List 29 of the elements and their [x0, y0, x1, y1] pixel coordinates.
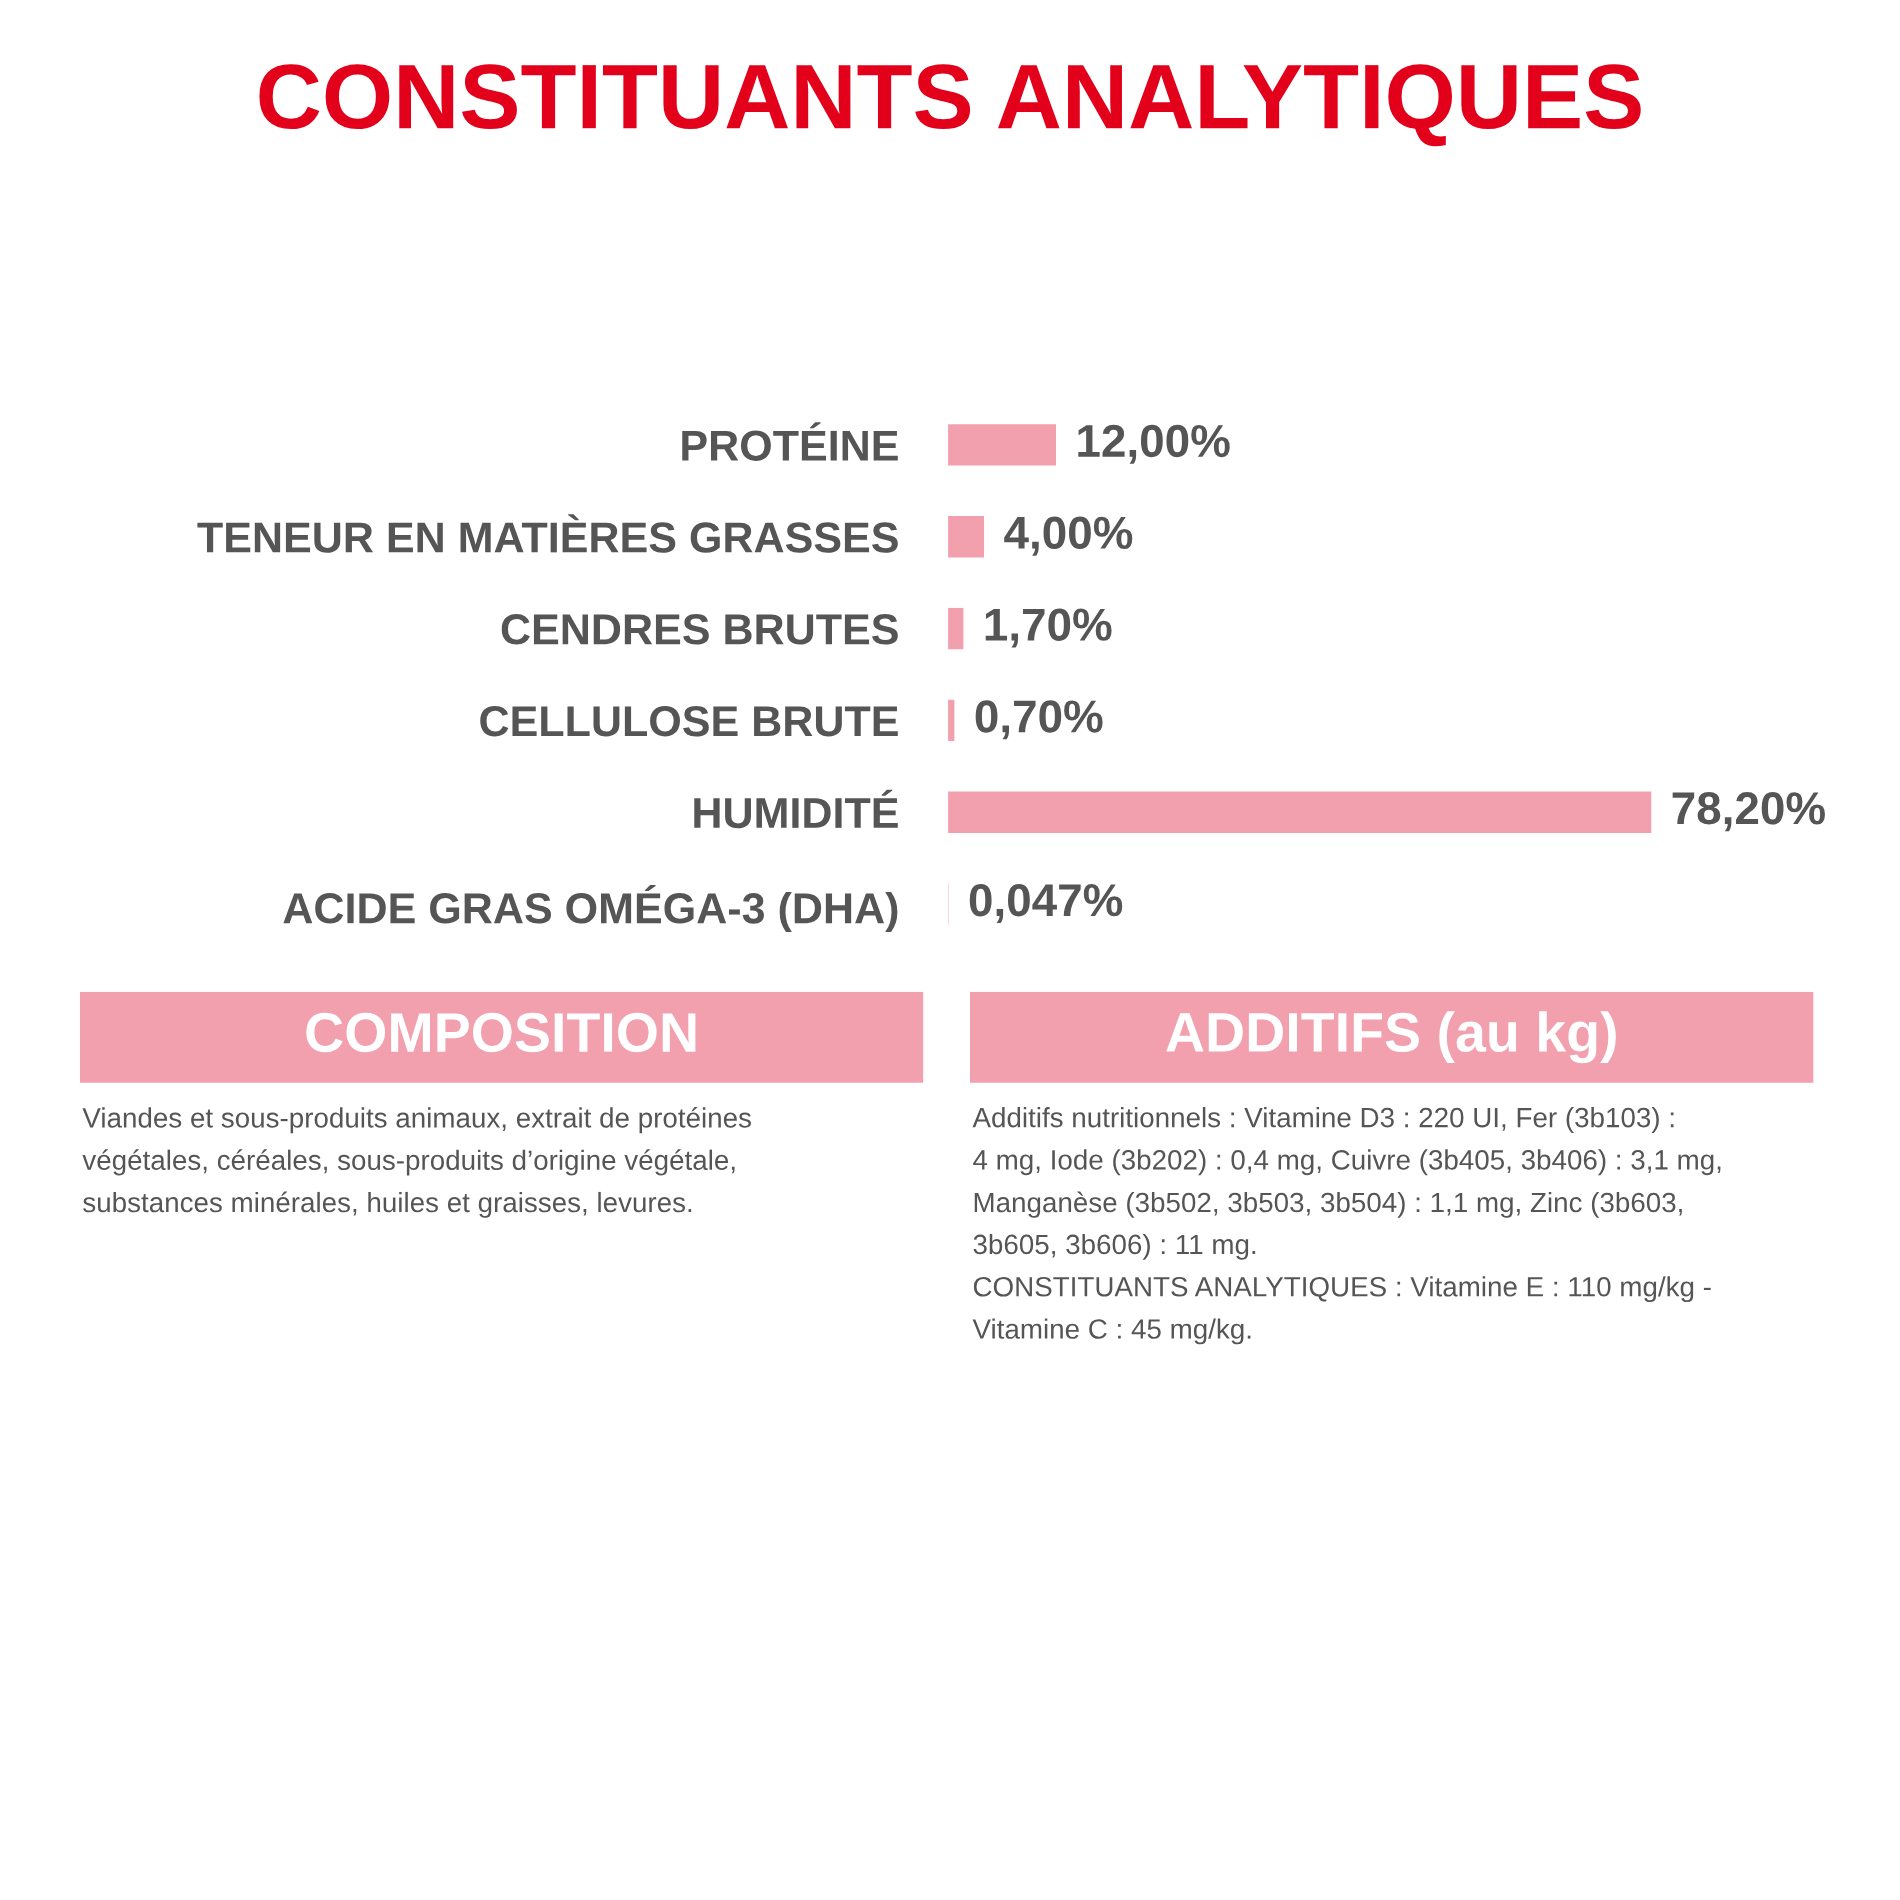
chart-title: CONSTITUANTS ANALYTIQUES	[259, 64, 1641, 147]
text: Manganèse (3b502, 3b503, 3b504) : 1,1 mg, Zinc (3b603,	[974, 1191, 1682, 1218]
y-tick-label: CENDRES BRUTES	[501, 614, 898, 645]
text: Additifs nutritionnels : Vitamine D3 : 220 UI, Fer (3b103) :	[972, 1107, 1674, 1133]
bar	[948, 791, 1652, 833]
y-tick-label: TENEUR EN MATIÈRES GRASSES	[197, 514, 898, 553]
data-label: 78,20%	[1672, 792, 1825, 832]
y-tick-label: PROTÉINE	[682, 422, 898, 461]
text: végétales, céréales, sous-produits d’origine végétale,	[82, 1149, 735, 1176]
text: Vitamine C : 45 mg/kg.	[972, 1318, 1251, 1345]
data-label: 0,047%	[969, 883, 1123, 924]
y-tick-label: CELLULOSE BRUTE	[480, 705, 898, 737]
data-label: 12,00%	[1078, 424, 1230, 464]
y-tick-label: HUMIDITÉ	[694, 789, 898, 829]
y-tick-label: ACIDE GRAS OMÉGA-3 (DHA)	[283, 885, 898, 933]
text: CONSTITUANTS ANALYTIQUES : Vitamine E : 110 mg/kg -	[973, 1276, 1711, 1303]
bar	[948, 699, 955, 742]
text: 3b605, 3b606) : 11 mg.	[973, 1233, 1256, 1260]
data-label: 1,70%	[985, 608, 1112, 648]
text: substances minérales, huiles et graisses, levures.	[83, 1191, 692, 1218]
data-label: 0,70%	[975, 700, 1103, 740]
bar	[948, 516, 985, 558]
text: ADDITIFS (au kg)	[1166, 1011, 1616, 1064]
data-label: 4,00%	[1004, 516, 1133, 556]
text: 4 mg, Iode (3b202) : 0,4 mg, Cuivre (3b405, 3b406) : 3,1 mg,	[973, 1149, 1721, 1176]
bar	[948, 607, 964, 650]
text: COMPOSITION	[306, 1012, 696, 1053]
bar	[948, 424, 1056, 466]
text: Viandes et sous-produits animaux, extrait de protéines	[82, 1107, 751, 1134]
